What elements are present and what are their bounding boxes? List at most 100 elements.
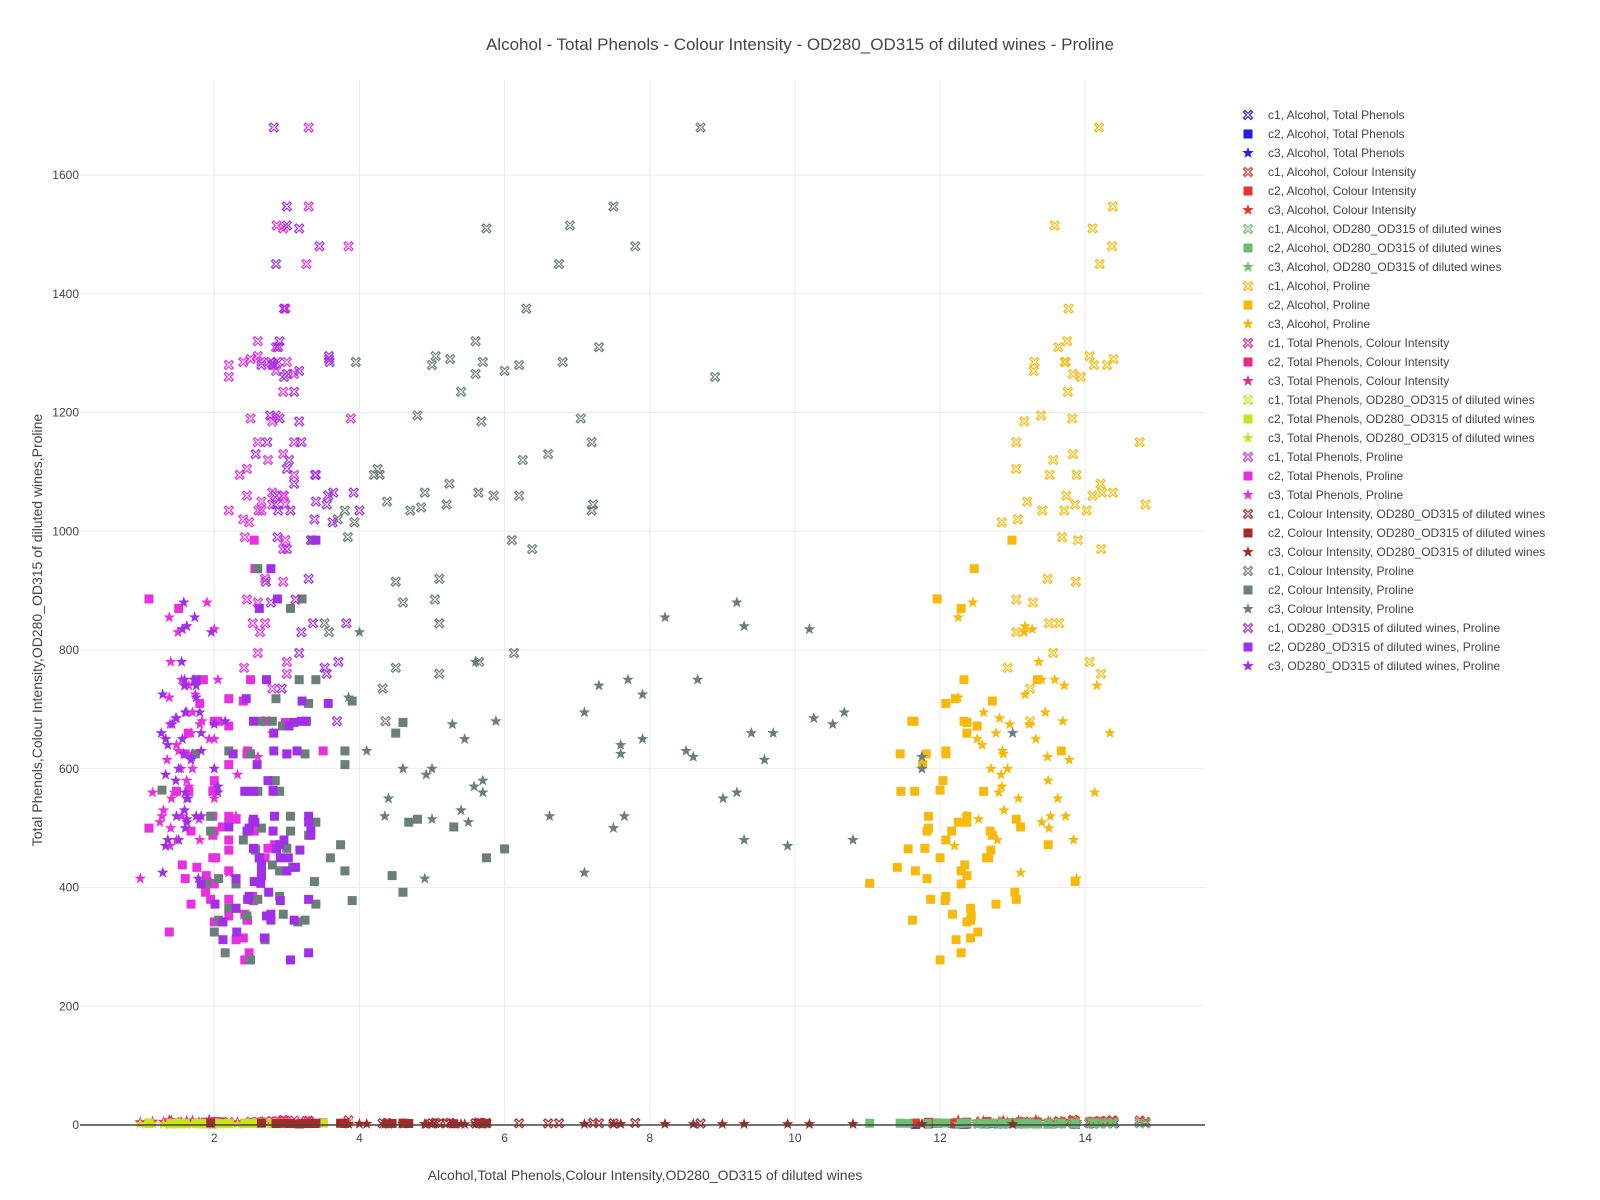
legend-item[interactable]: c2, Alcohol, Total Phenols (1243, 127, 1405, 141)
data-point (252, 750, 264, 762)
data-point (500, 844, 510, 854)
data-point (1087, 223, 1098, 234)
legend-item[interactable]: c3, Alcohol, Proline (1242, 317, 1370, 331)
legend-item[interactable]: c3, Total Phenols, Proline (1242, 488, 1404, 502)
legend-item[interactable]: c2, Colour Intensity, OD280_OD315 of dil… (1243, 526, 1546, 540)
data-point (618, 810, 631, 822)
legend-item[interactable]: c3, Colour Intensity, Proline (1242, 602, 1414, 616)
data-point (309, 877, 319, 887)
legend-marker (1242, 280, 1254, 292)
data-point (219, 715, 231, 727)
data-point (231, 903, 241, 913)
data-point (477, 1118, 489, 1130)
data-point (517, 454, 529, 466)
data-point (259, 617, 271, 629)
legend-item[interactable]: c3, Alcohol, Colour Intensity (1242, 203, 1416, 217)
data-point (716, 1118, 729, 1129)
legend-item[interactable]: c3, Total Phenols, OD280_OD315 of dilute… (1242, 431, 1535, 445)
legend-item[interactable]: c3, OD280_OD315 of diluted wines, Prolin… (1242, 659, 1500, 673)
legend-item[interactable]: c1, Alcohol, Total Phenols (1242, 108, 1405, 122)
data-point (224, 811, 234, 821)
legend[interactable]: c1, Alcohol, Total Phenols c2, Alcohol, T… (1242, 108, 1545, 673)
data-point (178, 596, 190, 608)
data-point (1093, 122, 1105, 133)
legend-item[interactable]: c1, Total Phenols, Colour Intensity (1242, 336, 1450, 350)
data-point (263, 776, 273, 786)
data-point (962, 717, 972, 727)
data-point (895, 1118, 905, 1128)
data-point (1003, 718, 1016, 730)
y-tick-label: 600 (59, 762, 79, 776)
data-point (260, 576, 272, 588)
data-point (340, 746, 350, 756)
data-point (1010, 594, 1022, 605)
legend-item[interactable]: c2, Colour Intensity, Proline (1243, 583, 1415, 597)
data-point (398, 887, 408, 897)
data-point (1075, 371, 1087, 383)
data-point (210, 899, 220, 909)
data-point (865, 1118, 875, 1128)
data-point (336, 840, 346, 850)
data-point (293, 647, 305, 659)
data-point (614, 1117, 627, 1129)
data-point (1012, 792, 1025, 804)
data-point (838, 706, 851, 718)
data-point (244, 948, 254, 958)
data-point (292, 746, 302, 756)
legend-marker (1243, 585, 1253, 595)
data-point (170, 774, 182, 786)
data-point (268, 122, 280, 133)
legend-label: c1, Colour Intensity, OD280_OD315 of dil… (1268, 507, 1545, 521)
data-point (342, 1117, 355, 1129)
data-point (282, 866, 292, 876)
data-point (990, 727, 1002, 739)
legend-item[interactable]: c1, OD280_OD315 of diluted wines, Prolin… (1242, 621, 1501, 635)
legend-item[interactable]: c2, Total Phenols, OD280_OD315 of dilute… (1243, 412, 1535, 426)
legend-item[interactable]: c2, Alcohol, OD280_OD315 of diluted wine… (1243, 241, 1502, 255)
data-point (347, 896, 357, 906)
data-point (300, 915, 310, 925)
data-point (186, 706, 199, 718)
legend-item[interactable]: c2, Total Phenols, Proline (1243, 469, 1404, 483)
data-point (209, 879, 219, 889)
legend-item[interactable]: c1, Total Phenols, OD280_OD315 of dilute… (1242, 393, 1535, 407)
series-20 (134, 596, 279, 884)
data-point (1047, 647, 1059, 659)
data-point (289, 717, 299, 727)
data-point (404, 1118, 414, 1128)
legend-item[interactable]: c2, Alcohol, Proline (1243, 298, 1371, 312)
data-point (156, 688, 169, 700)
legend-item[interactable]: c2, Alcohol, Colour Intensity (1243, 184, 1417, 198)
data-point (259, 573, 271, 585)
legend-item[interactable]: c1, Total Phenols, Proline (1242, 450, 1404, 464)
data-point (304, 948, 314, 958)
data-point (947, 909, 957, 919)
data-point (542, 1118, 554, 1129)
data-point (419, 487, 431, 499)
legend-item[interactable]: c1, Colour Intensity, Proline (1242, 564, 1415, 578)
legend-item[interactable]: c3, Total Phenols, Colour Intensity (1242, 374, 1449, 388)
legend-item[interactable]: c1, Alcohol, Colour Intensity (1242, 165, 1417, 179)
data-point (1012, 514, 1024, 525)
legend-item[interactable]: c3, Alcohol, OD280_OD315 of diluted wine… (1242, 260, 1501, 274)
data-point (253, 505, 264, 516)
data-point (1067, 448, 1079, 460)
data-point (691, 673, 704, 685)
data-point (377, 683, 389, 694)
legend-item[interactable]: c1, Alcohol, OD280_OD315 of diluted wine… (1242, 222, 1502, 236)
data-point (297, 696, 307, 706)
data-point (847, 833, 859, 845)
data-point (952, 611, 964, 623)
series-8 (952, 1117, 1083, 1130)
legend-item[interactable]: c2, Total Phenols, Colour Intensity (1243, 355, 1450, 369)
data-point (319, 662, 330, 674)
legend-item[interactable]: c2, OD280_OD315 of diluted wines, Prolin… (1243, 640, 1501, 654)
legend-item[interactable]: c3, Alcohol, Total Phenols (1242, 146, 1405, 160)
legend-item[interactable]: c1, Colour Intensity, OD280_OD315 of dil… (1242, 507, 1546, 521)
legend-item[interactable]: c3, Colour Intensity, OD280_OD315 of dil… (1242, 545, 1545, 559)
data-point (985, 762, 997, 774)
legend-marker (1242, 394, 1254, 406)
data-point (1030, 1118, 1042, 1129)
legend-label: c1, Total Phenols, Proline (1268, 450, 1404, 464)
legend-item[interactable]: c1, Alcohol, Proline (1242, 279, 1371, 293)
